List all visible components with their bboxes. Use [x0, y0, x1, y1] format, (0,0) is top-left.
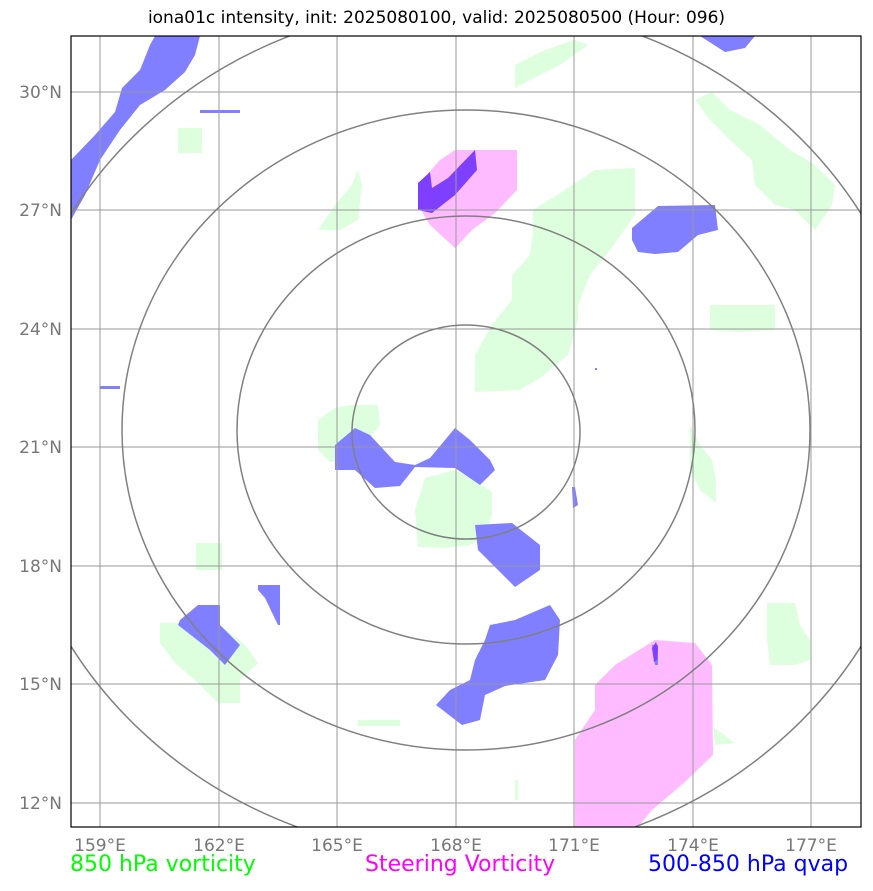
- lat-tick-label: 24°N: [19, 320, 62, 340]
- lat-tick-label: 30°N: [19, 83, 62, 103]
- lon-tick-label: 168°E: [430, 836, 482, 856]
- lat-lon-grid: [71, 36, 861, 827]
- plot-frame: [70, 35, 862, 828]
- lon-tick-label: 165°E: [311, 836, 363, 856]
- legend-steering-vorticity: Steering Vorticity: [365, 852, 556, 877]
- map-title: iona01c intensity, init: 2025080100, val…: [147, 8, 726, 28]
- lon-tick-label: 177°E: [785, 836, 837, 856]
- lon-tick-label: 174°E: [667, 836, 719, 856]
- legend-850-vorticity: 850 hPa vorticity: [70, 852, 256, 877]
- vorticity-850-contours: [160, 40, 835, 800]
- overlap-contours: [418, 150, 658, 662]
- lat-tick-label: 12°N: [19, 794, 62, 814]
- lat-tick-label: 27°N: [19, 201, 62, 221]
- range-rings: [71, 36, 861, 827]
- lon-tick-label: 171°E: [548, 836, 600, 856]
- lat-tick-label: 15°N: [19, 675, 62, 695]
- lon-tick-labels: 159°E 162°E 165°E 168°E 171°E 174°E 177°…: [74, 836, 837, 856]
- qvap-500-850-contours: [71, 36, 755, 725]
- lat-tick-labels: 30°N 27°N 24°N 21°N 18°N 15°N 12°N: [19, 83, 62, 814]
- lon-tick-label: 159°E: [74, 836, 126, 856]
- steering-vorticity-contours: [418, 150, 713, 827]
- lat-tick-label: 18°N: [19, 557, 62, 577]
- lon-tick-label: 162°E: [193, 836, 245, 856]
- lat-tick-label: 21°N: [19, 438, 62, 458]
- legend-qvap: 500-850 hPa qvap: [648, 852, 849, 877]
